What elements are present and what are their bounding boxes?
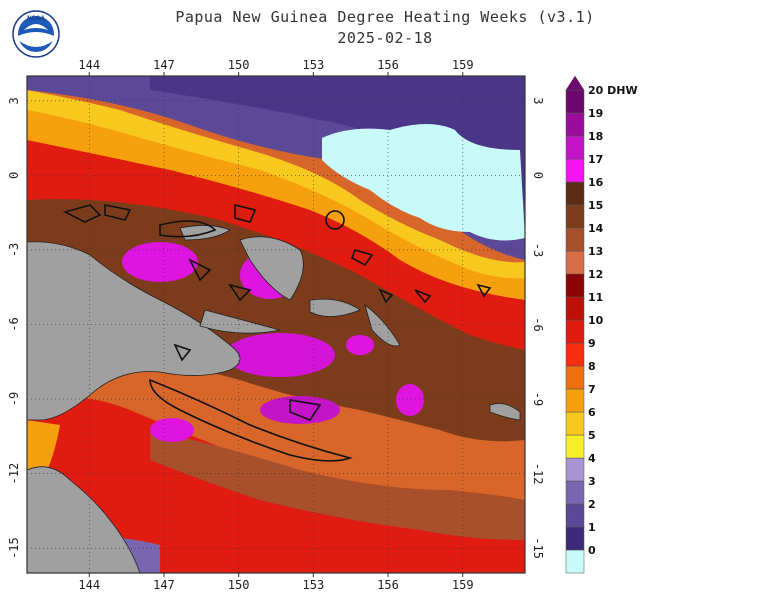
lon-tick-label-top: 153 — [303, 58, 325, 72]
colorbar-label: 2 — [588, 498, 596, 511]
hotspot-18 — [260, 396, 340, 424]
lat-tick-label-left: -9 — [7, 392, 21, 406]
colorbar-label: 17 — [588, 153, 603, 166]
colorbar-label: 13 — [588, 245, 603, 258]
lon-tick-label-top: 144 — [78, 58, 100, 72]
colorbar-label: 1 — [588, 521, 596, 534]
colorbar-label: 12 — [588, 268, 603, 281]
colorbar-label: 9 — [588, 337, 596, 350]
colorbar-swatch — [565, 388, 585, 413]
island — [199, 309, 281, 334]
hotspot-17 — [122, 242, 198, 282]
dhw-zone-0 — [322, 124, 525, 241]
colorbar-label: 19 — [588, 107, 603, 120]
graticule — [27, 76, 525, 573]
lon-tick-label-bottom: 159 — [452, 578, 474, 592]
colorbar-swatch — [565, 365, 585, 390]
colorbar-swatch — [565, 158, 585, 183]
lon-tick-label-bottom: 150 — [228, 578, 250, 592]
colorbar-swatch — [565, 457, 585, 482]
lat-tick-label-right: -15 — [531, 537, 545, 559]
colorbar-swatch — [565, 296, 585, 321]
colorbar-swatch — [565, 250, 585, 275]
colorbar-swatch — [565, 227, 585, 252]
lat-tick-label-right: 3 — [531, 97, 545, 104]
colorbar-swatch — [565, 112, 585, 137]
lat-tick-label-left: -12 — [7, 463, 21, 485]
colorbar-swatch — [565, 273, 585, 298]
colorbar-label: 20 DHW — [588, 84, 638, 97]
new-britain — [239, 236, 304, 301]
island — [309, 298, 361, 317]
colorbar-label: 5 — [588, 429, 596, 442]
colorbar-label: 18 — [588, 130, 603, 143]
colorbar-label: 11 — [588, 291, 603, 304]
dhw-zone-14 — [150, 430, 525, 540]
colorbar-swatch — [565, 503, 585, 528]
colorbar-swatch — [565, 411, 585, 436]
colorbar-label: 4 — [588, 452, 596, 465]
lon-tick-label-bottom: 156 — [377, 578, 399, 592]
hotspot-17 — [225, 333, 335, 377]
colorbar-swatch — [565, 526, 585, 551]
colorbar-label: 15 — [588, 199, 603, 212]
lat-tick-label-right: -12 — [531, 463, 545, 485]
colorbar-swatch — [565, 434, 585, 459]
lat-tick-label-right: -6 — [531, 317, 545, 331]
colorbar-swatch — [565, 204, 585, 229]
colorbar-label: 16 — [588, 176, 604, 189]
colorbar-swatch — [565, 135, 585, 160]
colorbar-swatch — [565, 89, 585, 114]
colorbar-label: 7 — [588, 383, 596, 396]
lat-tick-label-left: -15 — [7, 537, 21, 559]
colorbar-label: 8 — [588, 360, 596, 373]
noaa-logo: NOAA — [12, 10, 60, 58]
axis-ticks: 144 144 147 147 150 150 153 153 156 156 159 159 3 3 0 0… — [7, 58, 545, 592]
colorbar-swatch — [565, 181, 585, 206]
colorbar-label: 3 — [588, 475, 596, 488]
island — [489, 403, 521, 421]
lat-tick-label-left: 0 — [7, 172, 21, 179]
colorbar-swatch — [565, 342, 585, 367]
lon-tick-label-bottom: 153 — [303, 578, 325, 592]
lon-tick-label-top: 159 — [452, 58, 474, 72]
colorbar-extend-arrow — [565, 75, 585, 91]
hotspot-17 — [396, 384, 424, 416]
colorbar-swatch — [565, 480, 585, 505]
colorbar-label: 14 — [588, 222, 604, 235]
lat-tick-label-left: -3 — [7, 243, 21, 257]
lat-tick-label-right: -3 — [531, 243, 545, 257]
lon-tick-label-top: 156 — [377, 58, 399, 72]
reef-alert-contours — [62, 203, 492, 462]
colorbar-label: 10 — [588, 314, 604, 327]
map-plot-area — [27, 76, 525, 573]
lat-tick-label-right: -9 — [531, 392, 545, 406]
map-date: 2025-02-18 — [337, 29, 433, 47]
noaa-logo-text: NOAA — [27, 16, 45, 22]
hotspot-17 — [150, 418, 194, 442]
lon-tick-label-bottom: 144 — [78, 578, 100, 592]
bougainville — [364, 303, 401, 347]
lon-tick-label-top: 150 — [228, 58, 250, 72]
colorbar-label: 0 — [588, 544, 596, 557]
colorbar-swatch — [565, 549, 585, 574]
lon-tick-label-bottom: 147 — [153, 578, 175, 592]
australia-cape-york — [27, 466, 141, 573]
lon-tick-label-top: 147 — [153, 58, 175, 72]
dhw-zone-1 — [150, 76, 525, 200]
new-guinea-mainland — [27, 241, 241, 421]
hotspot-17 — [346, 335, 374, 355]
lat-tick-label-right: 0 — [531, 172, 545, 179]
colorbar-label: 6 — [588, 406, 596, 419]
lat-tick-label-left: 3 — [7, 97, 21, 104]
map-title: Papua New Guinea Degree Heating Weeks (v… — [175, 8, 595, 26]
colorbar-swatch — [565, 319, 585, 344]
lat-tick-label-left: -6 — [7, 317, 21, 331]
